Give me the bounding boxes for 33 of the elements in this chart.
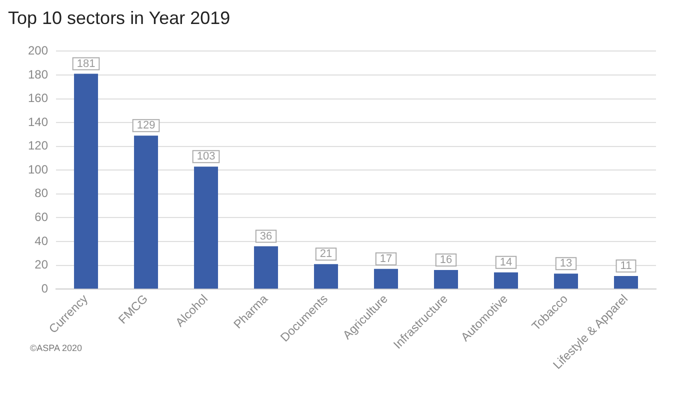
data-label: 16 — [440, 254, 452, 266]
data-label: 14 — [500, 256, 512, 268]
y-tick-label: 60 — [34, 210, 48, 224]
y-tick-label: 100 — [28, 162, 48, 176]
bar — [314, 264, 338, 289]
bar — [554, 274, 578, 289]
bar — [614, 276, 638, 289]
y-tick-label: 80 — [34, 186, 48, 200]
bar — [74, 74, 98, 289]
bar — [434, 270, 458, 289]
data-label: 21 — [320, 248, 332, 260]
y-tick-label: 180 — [28, 67, 48, 82]
data-label: 17 — [380, 252, 392, 265]
data-label: 13 — [560, 258, 572, 270]
chart-title: Top 10 sectors in Year 2019 — [8, 8, 230, 29]
bar — [254, 246, 278, 289]
data-label: 129 — [136, 120, 156, 132]
y-tick-label: 0 — [41, 281, 48, 296]
data-label: 11 — [620, 260, 632, 272]
y-tick-label: 200 — [28, 44, 48, 58]
bar — [374, 268, 398, 289]
y-tick-label: 120 — [28, 138, 48, 153]
y-tick-label: 140 — [28, 114, 48, 129]
y-tick-label: 40 — [34, 234, 48, 248]
y-tick-label: 20 — [34, 258, 48, 272]
bar — [194, 166, 218, 289]
y-tick-label: 160 — [28, 91, 48, 106]
data-label: 181 — [76, 58, 96, 70]
bar — [134, 136, 158, 289]
text: ©ASPA 2020 — [30, 343, 82, 353]
bar — [494, 272, 518, 289]
data-label: 103 — [196, 150, 216, 163]
data-label: 36 — [260, 230, 272, 242]
